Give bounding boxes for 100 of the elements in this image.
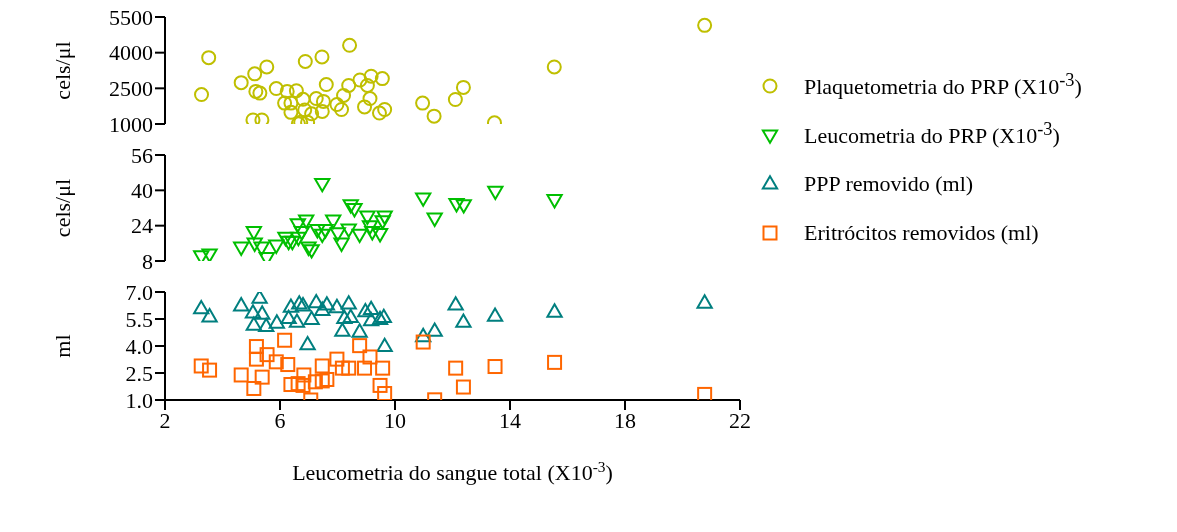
point xyxy=(359,210,376,225)
point xyxy=(268,314,285,329)
point xyxy=(336,309,353,325)
point xyxy=(246,380,262,396)
x-tick-label: 10 xyxy=(384,407,406,433)
point xyxy=(448,360,464,376)
point xyxy=(318,296,336,311)
point xyxy=(233,75,249,91)
point xyxy=(233,241,250,256)
point xyxy=(314,228,331,244)
point xyxy=(283,104,299,120)
point xyxy=(297,53,313,69)
point xyxy=(377,102,393,117)
point xyxy=(426,322,443,337)
x-tick-label: 18 xyxy=(614,407,636,433)
point xyxy=(299,335,316,351)
point xyxy=(314,177,331,193)
point xyxy=(455,79,471,95)
point xyxy=(352,338,368,354)
point xyxy=(374,215,391,230)
point xyxy=(277,95,293,111)
point xyxy=(277,231,294,247)
point xyxy=(317,224,334,239)
y-tick-label: 2.5 xyxy=(125,360,153,386)
point xyxy=(251,292,268,304)
point xyxy=(309,224,326,239)
point xyxy=(248,351,264,367)
y-tick-label: 24 xyxy=(131,213,153,239)
point xyxy=(245,112,261,124)
point xyxy=(259,347,275,363)
point xyxy=(455,199,472,214)
point xyxy=(282,298,300,313)
point xyxy=(357,360,373,376)
point xyxy=(487,185,504,201)
point xyxy=(295,91,311,107)
legend-label: PPP removido (ml) xyxy=(804,170,974,197)
point xyxy=(201,50,217,66)
point xyxy=(375,360,391,376)
point xyxy=(486,307,504,322)
point xyxy=(448,198,465,213)
point xyxy=(374,71,390,87)
point xyxy=(248,339,264,355)
point xyxy=(314,103,330,119)
point xyxy=(342,199,359,214)
y-tick-label: 5500 xyxy=(109,4,153,30)
point xyxy=(314,373,330,389)
point xyxy=(245,316,262,331)
point xyxy=(357,99,373,115)
point xyxy=(334,322,351,337)
point xyxy=(357,303,374,318)
point xyxy=(342,37,358,53)
point xyxy=(362,349,378,365)
point xyxy=(426,108,442,124)
point xyxy=(288,83,304,99)
point xyxy=(371,105,387,121)
point xyxy=(319,371,335,387)
point xyxy=(328,298,346,314)
point xyxy=(245,226,262,241)
point xyxy=(341,77,357,93)
y-tick-label: 56 xyxy=(131,142,153,168)
point xyxy=(307,374,323,390)
point xyxy=(371,228,389,243)
y-tick-label: 40 xyxy=(131,178,153,204)
point xyxy=(415,327,432,343)
point xyxy=(375,308,392,324)
point xyxy=(280,309,297,325)
y-tick-label: 4000 xyxy=(109,40,153,66)
point xyxy=(340,223,357,238)
point xyxy=(298,214,315,229)
point xyxy=(258,317,275,333)
x-axis-title: Leucometria do sangue total (X10$^{-3}$) xyxy=(292,457,613,485)
point xyxy=(201,248,218,261)
point xyxy=(315,93,331,109)
point xyxy=(546,194,563,209)
point xyxy=(426,212,443,227)
y-tick-label: 7.0 xyxy=(125,279,153,305)
point xyxy=(233,367,249,383)
point xyxy=(333,237,350,252)
point xyxy=(314,358,330,374)
point xyxy=(340,295,357,310)
point xyxy=(296,367,312,383)
point xyxy=(289,218,306,233)
point xyxy=(415,192,432,207)
point xyxy=(252,85,268,101)
legend-label: Leucometria do PRP (X10$^{-3}$) xyxy=(804,119,1060,150)
point xyxy=(295,377,311,393)
point xyxy=(377,386,393,400)
point xyxy=(293,226,310,241)
point xyxy=(247,66,263,82)
point xyxy=(546,303,563,318)
y-tick-label: 1000 xyxy=(109,111,153,137)
point xyxy=(697,17,713,33)
point xyxy=(415,95,431,111)
x-tick-label: 22 xyxy=(729,407,751,433)
point xyxy=(279,83,295,99)
point xyxy=(290,231,307,247)
x-tick-label: 6 xyxy=(274,407,286,433)
point xyxy=(288,313,306,328)
point xyxy=(244,304,262,319)
point xyxy=(308,91,324,107)
